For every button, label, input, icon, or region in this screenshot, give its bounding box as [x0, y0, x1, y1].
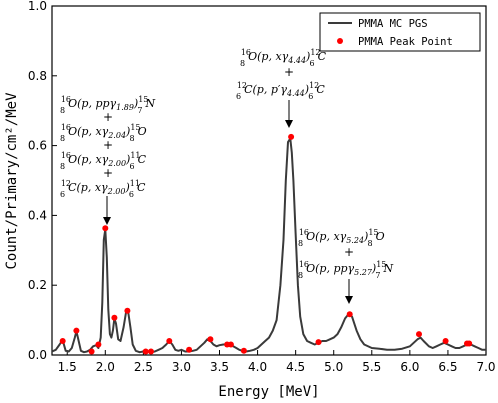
peak-point — [315, 339, 322, 346]
x-tick-label: 3.0 — [172, 360, 191, 374]
y-tick-label: 0.2 — [28, 278, 47, 292]
annotation-peak-2-arrowhead — [103, 217, 111, 225]
x-tick-label: 3.5 — [210, 360, 229, 374]
peak-point — [416, 331, 422, 338]
peak-point — [240, 347, 247, 354]
peak-point — [95, 341, 102, 348]
legend-point-swatch — [337, 38, 343, 44]
x-tick-label: 5.5 — [362, 360, 381, 374]
peak-point — [102, 225, 109, 232]
annotation-peak-2-line-1: 16 8O(p, ppγ1.89)15 7N — [60, 95, 156, 115]
x-tick-label: 4.0 — [248, 360, 267, 374]
x-axis-title: Energy [MeV] — [218, 384, 319, 400]
y-tick-label: 0.8 — [28, 69, 47, 83]
annotation-peak-444-line-1: 16 8O(p, xγ4.44)12 6C — [240, 48, 327, 68]
annotation-peak-524-arrowhead — [345, 296, 353, 304]
peak-point — [124, 307, 131, 314]
peak-point — [148, 348, 154, 355]
legend-box — [319, 12, 481, 52]
peak-point — [288, 133, 295, 140]
x-tick-label: 7.0 — [476, 360, 495, 374]
peak-point — [142, 348, 149, 355]
annotation-peak-444-plus: + — [284, 65, 294, 79]
y-tick-label: 0.4 — [28, 208, 47, 222]
x-tick-label: 5.0 — [324, 360, 343, 374]
x-tick-label: 2.0 — [96, 360, 115, 374]
annotation-peak-524-line-2: 16 8O(p, ppγ5.27)15 7N — [298, 260, 394, 280]
annotation-peak-444-line-2: 12 6C(p, p′γ4.44)12 6C — [236, 81, 325, 101]
annotation-peak-2-line-2: 16 8O(p, xγ2.04)15 8O — [60, 123, 147, 143]
peak-point — [346, 311, 353, 318]
annotation-peak-2-line-4: 12 6C(p, xγ2.00)11 6C — [60, 179, 146, 199]
legend-label-line: PMMA MC PGS — [358, 18, 428, 30]
series-line-group — [51, 137, 486, 354]
x-tick-label: 6.5 — [438, 360, 457, 374]
plot-frame — [51, 5, 487, 356]
peak-point — [88, 348, 95, 355]
annotation-peak-2-plus-1: + — [103, 110, 113, 124]
annotation-peak-2-plus-3: + — [103, 166, 113, 180]
x-tick-label: 4.5 — [286, 360, 305, 374]
annotation-peak-444: 16 8O(p, xγ4.44)12 6C + 12 6C(p, p′γ4.44)12… — [236, 48, 327, 128]
y-tick-label: 0.6 — [28, 139, 47, 153]
x-tick-label: 1.5 — [58, 360, 77, 374]
series-line-pmma-mc-pgs — [51, 137, 486, 354]
series-points-group — [59, 133, 473, 355]
peak-point — [166, 338, 173, 344]
y-axis-ticks: 0.0 0.2 0.4 0.6 0.8 1.0 — [28, 0, 57, 362]
peak-point — [227, 341, 234, 348]
x-tick-label: 6.0 — [400, 360, 419, 374]
y-tick-label: 1.0 — [28, 0, 47, 13]
peak-point — [111, 314, 118, 321]
annotation-peak-524-line-1: 16 8O(p, xγ5.24)15 8O — [298, 228, 385, 248]
y-tick-label: 0.0 — [28, 348, 47, 362]
annotation-peak-524-plus: + — [344, 245, 354, 259]
peak-point — [186, 346, 193, 353]
peak-point — [207, 336, 214, 343]
peak-point — [466, 340, 473, 347]
peak-point — [442, 338, 449, 344]
y-axis-title: Count/Primary/cm²/MeV — [4, 92, 20, 270]
annotation-peak-2-plus-2: + — [103, 138, 113, 152]
x-tick-label: 2.5 — [134, 360, 153, 374]
annotation-peak-2: 16 8O(p, ppγ1.89)15 7N + 16 8O(p, xγ2.04)15… — [60, 95, 156, 225]
peak-point — [73, 327, 80, 334]
legend: PMMA MC PGS PMMA Peak Point — [319, 12, 481, 52]
annotation-peak-2-line-3: 16 8O(p, xγ2.00)11 6C — [60, 151, 147, 171]
legend-label-points: PMMA Peak Point — [358, 36, 453, 48]
x-axis-ticks: 1.5 2.0 2.5 3.0 3.5 4.0 4.5 5.0 5.5 6.0 6.5 7.0 — [58, 350, 496, 374]
annotation-peak-444-arrowhead — [285, 120, 293, 128]
annotation-peak-524: 16 8O(p, xγ5.24)15 8O + 16 8O(p, ppγ5.27)15… — [298, 228, 394, 304]
peak-point — [59, 338, 66, 344]
